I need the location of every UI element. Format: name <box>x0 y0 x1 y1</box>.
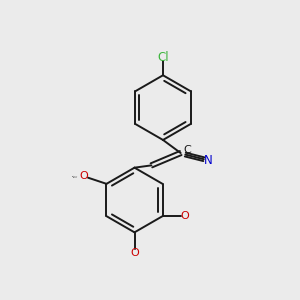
Text: methyl: methyl <box>73 176 78 178</box>
Text: C: C <box>183 145 191 155</box>
Text: Cl: Cl <box>157 51 169 64</box>
Text: O: O <box>181 211 189 221</box>
Text: methoxy: methoxy <box>72 176 78 177</box>
Text: N: N <box>204 154 213 167</box>
Text: O: O <box>80 171 88 181</box>
Text: O: O <box>130 248 139 258</box>
